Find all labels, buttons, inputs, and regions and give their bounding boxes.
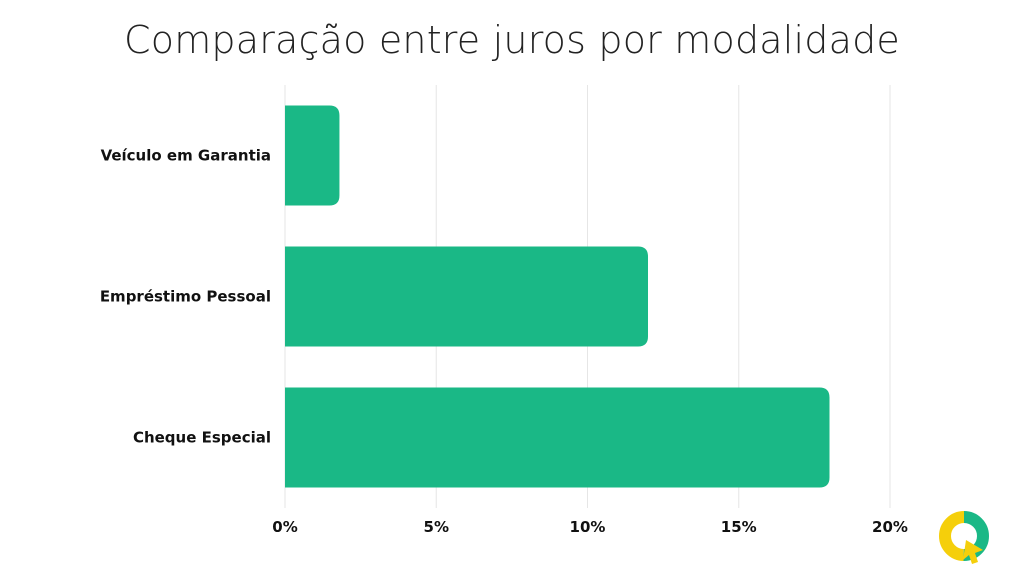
chart-title: Comparação entre juros por modalidade — [124, 18, 900, 62]
x-tick-label: 20% — [872, 518, 908, 536]
x-tick-label: 15% — [721, 518, 757, 536]
brand-logo-icon — [939, 511, 989, 564]
category-label: Empréstimo Pessoal — [100, 288, 271, 306]
bar — [285, 246, 648, 347]
category-labels: Veículo em Garantia Empréstimo Pessoal Che… — [100, 147, 271, 447]
x-tick-label: 10% — [570, 518, 606, 536]
bar — [285, 387, 830, 488]
category-label: Veículo em Garantia — [101, 147, 271, 165]
bars — [285, 105, 830, 488]
x-tick-label: 0% — [272, 518, 297, 536]
bar — [285, 105, 340, 206]
category-label: Cheque Especial — [133, 429, 271, 447]
x-tick-labels: 0% 5% 10% 15% 20% — [272, 518, 908, 536]
x-tick-label: 5% — [424, 518, 449, 536]
